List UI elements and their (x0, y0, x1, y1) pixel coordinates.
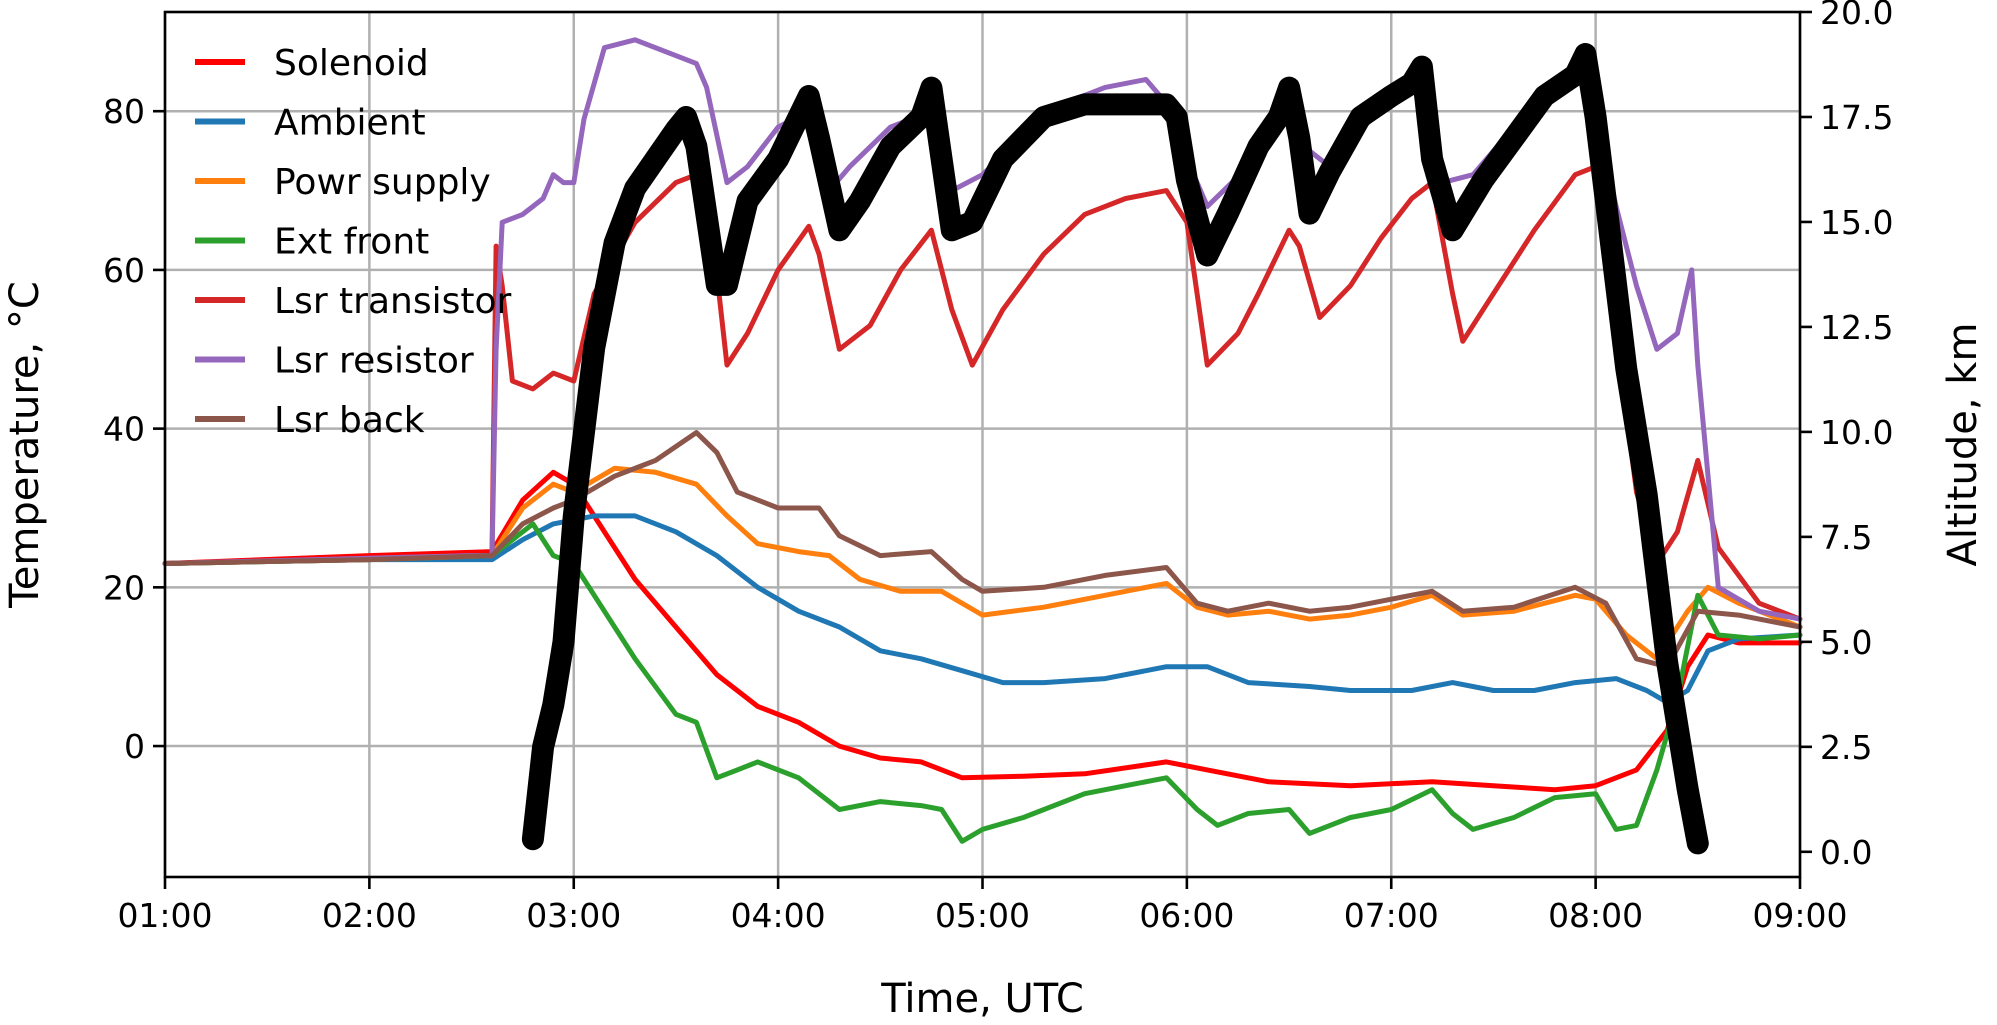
y-tick-label: 40 (103, 410, 145, 449)
y2-tick-label: 10.0 (1820, 413, 1893, 452)
y-axis-label: Temperature, °C (2, 281, 48, 609)
y2-tick-label: 15.0 (1820, 203, 1893, 242)
y-tick-label: 80 (103, 92, 145, 131)
y-tick-label: 60 (103, 251, 145, 290)
altitude-line (521, 43, 1709, 855)
x-tick-label: 01:00 (117, 896, 212, 935)
axes: 01:00 02:00 03:00 04:00 05:00 06:00 07:00 08:00… (103, 0, 1893, 935)
legend-label: Lsr transistor (274, 281, 512, 322)
x-tick-label: 07:00 (1344, 896, 1439, 935)
y2-tick-label: 5.0 (1820, 623, 1872, 662)
x-tick-label: 08:00 (1548, 896, 1643, 935)
y2-tick-label: 17.5 (1820, 98, 1893, 137)
y2-tick-label: 12.5 (1820, 308, 1893, 347)
series-line-altitude (521, 43, 1709, 855)
series-line-lsr-back (162, 430, 1803, 670)
y2-tick-label: 20.0 (1820, 0, 1893, 32)
y-tick-label: 0 (124, 727, 145, 766)
legend-label: Lsr resistor (274, 341, 474, 382)
legend-label: Solenoid (274, 43, 429, 84)
x-axis-label: Time, UTC (880, 976, 1084, 1022)
y-tick-label: 20 (103, 568, 145, 607)
series-line-ambient (162, 513, 1803, 705)
x-tick-label: 06:00 (1139, 896, 1234, 935)
x-tick-label: 03:00 (526, 896, 621, 935)
y2-axis-label: Altitude, km (1940, 323, 1986, 567)
legend-label: Powr supply (274, 162, 491, 203)
y2-tick-label: 2.5 (1820, 728, 1872, 767)
y2-tick-label: 0.0 (1820, 833, 1872, 872)
x-tick-label: 09:00 (1752, 896, 1847, 935)
y2-tick-label: 7.5 (1820, 518, 1872, 557)
legend-label: Ext front (274, 222, 429, 263)
x-tick-label: 05:00 (935, 896, 1030, 935)
legend-label: Ambient (274, 103, 426, 144)
series-line-ext-front (162, 521, 1803, 844)
legend: Solenoid Ambient Powr supply Ext front Lsr t… (195, 43, 512, 441)
x-tick-label: 04:00 (731, 896, 826, 935)
legend-label: Lsr back (274, 400, 425, 441)
x-tick-label: 02:00 (322, 896, 417, 935)
